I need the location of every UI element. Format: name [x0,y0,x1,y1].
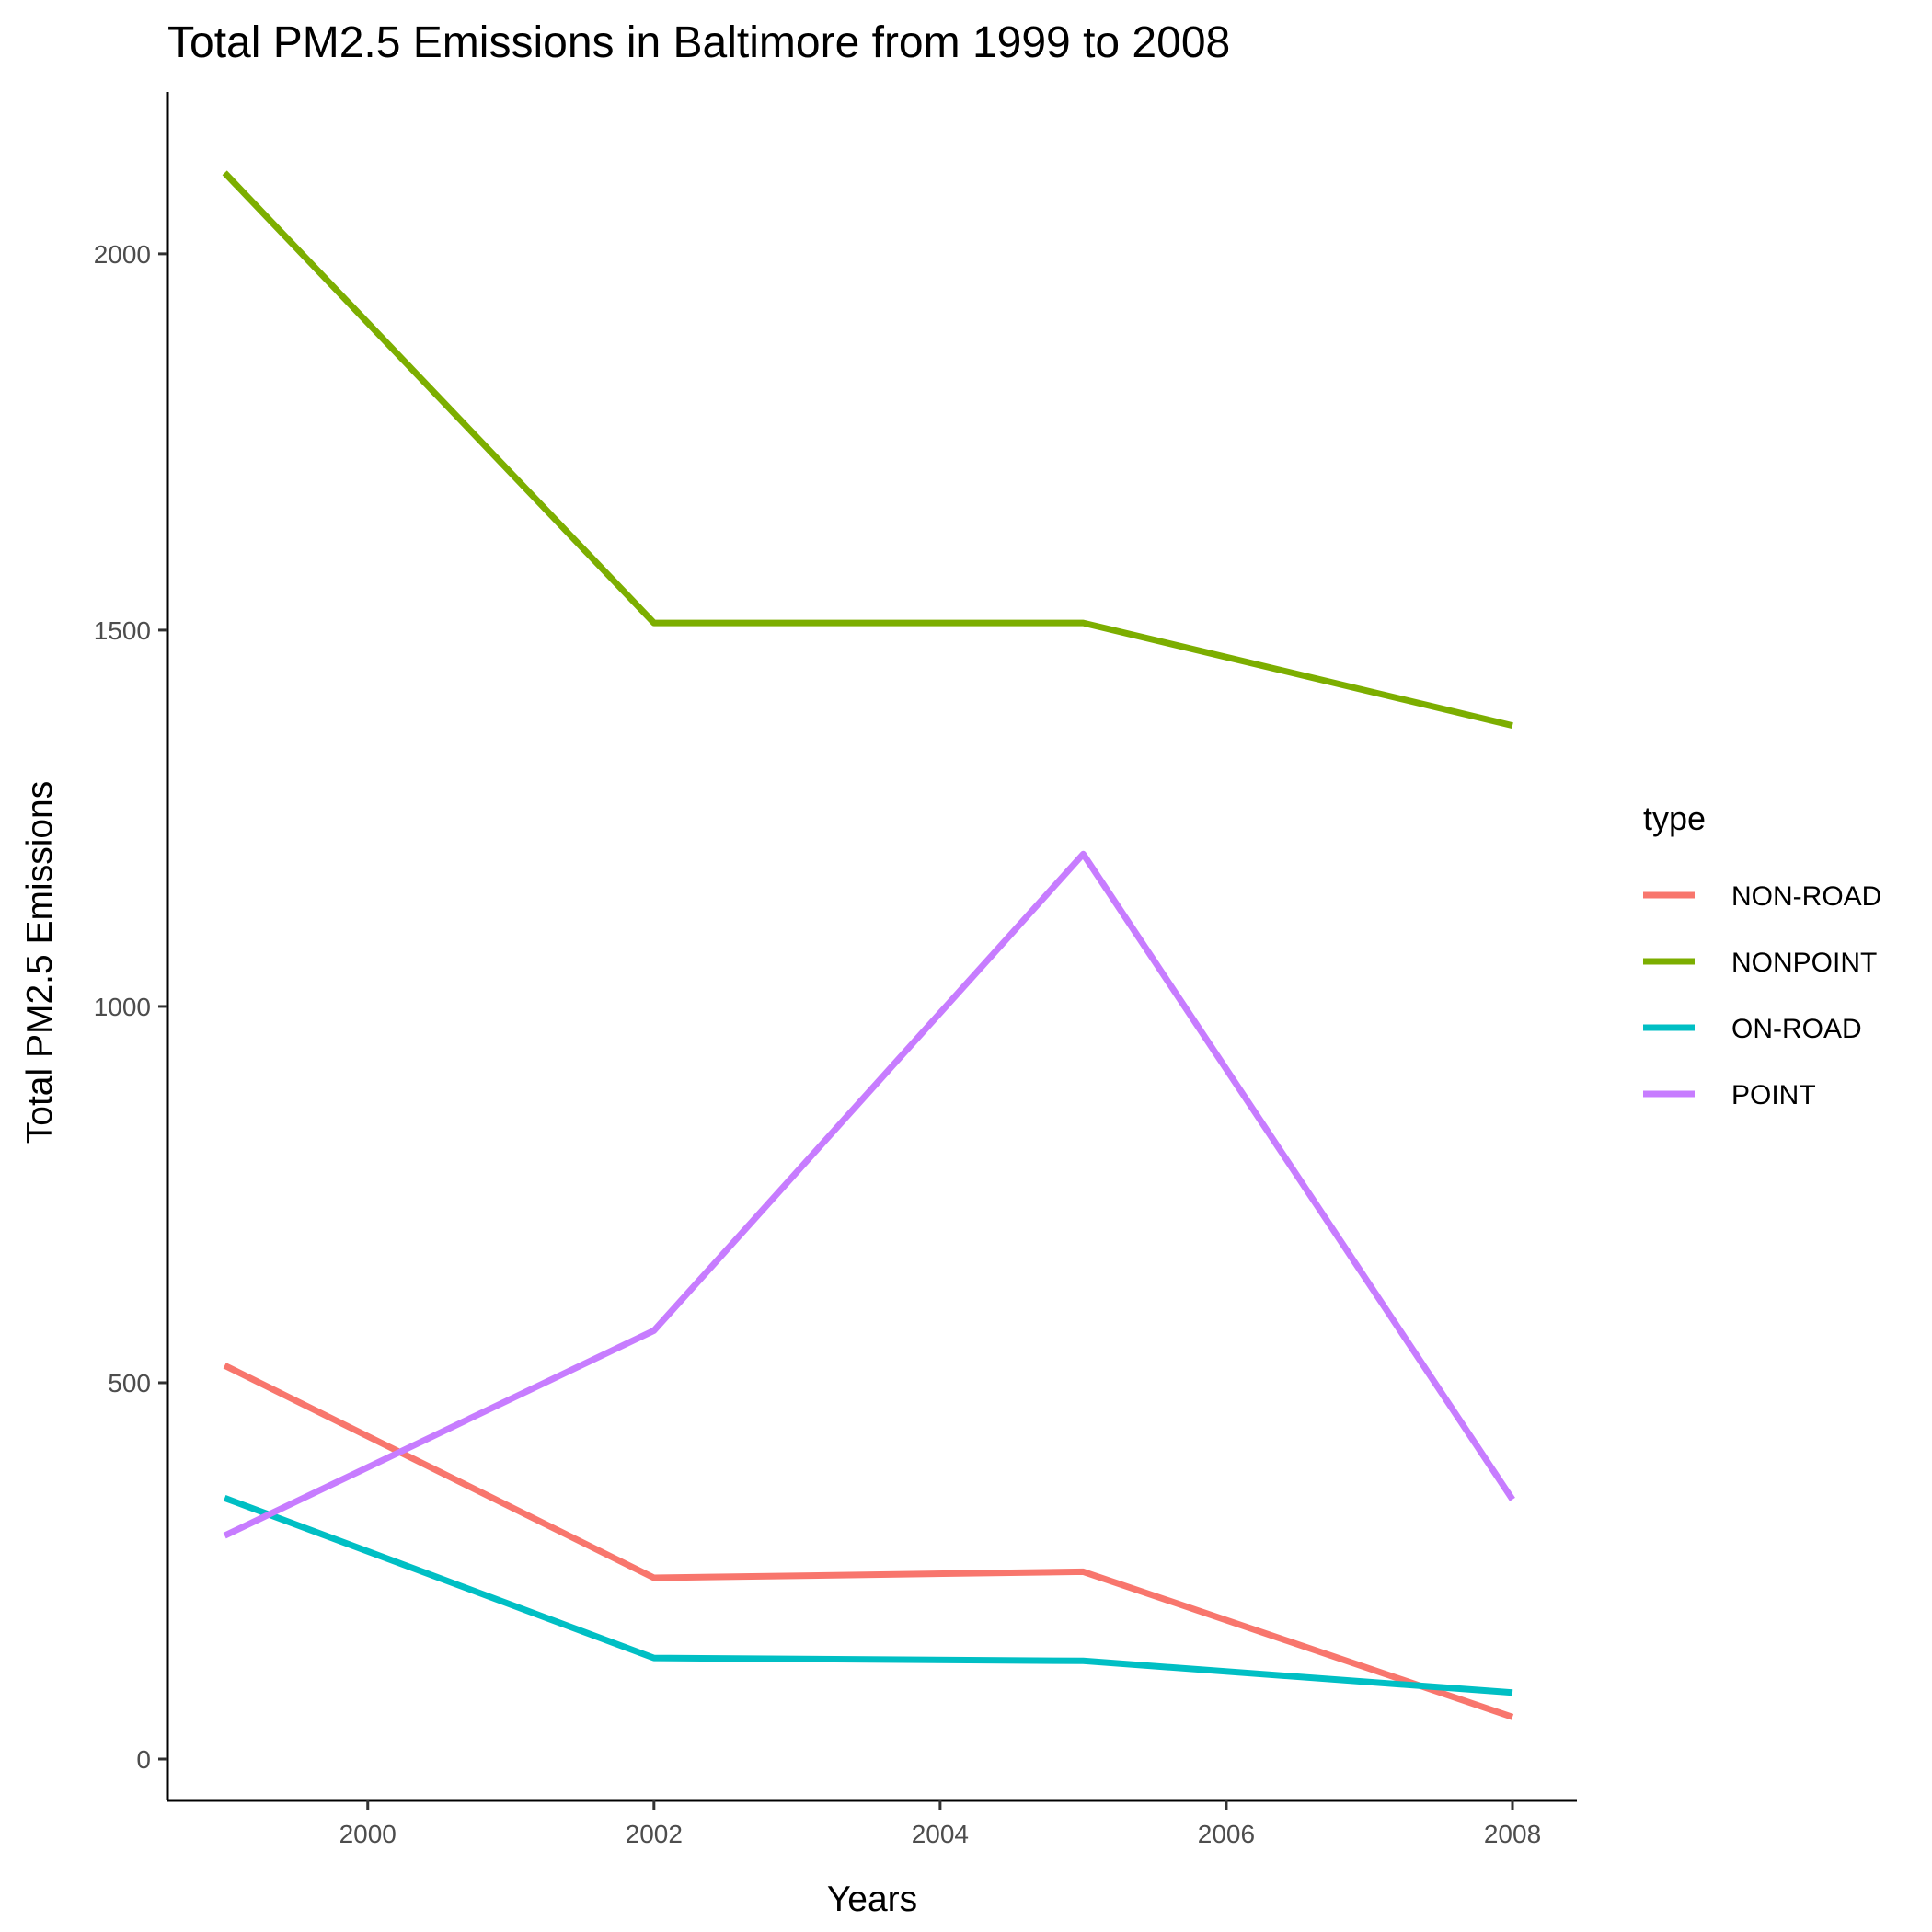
axes-layer [166,92,1577,1802]
x-tick-label: 2000 [339,1820,397,1848]
y-tick-label: 2000 [94,240,151,269]
x-tick-label: 2002 [626,1820,683,1848]
x-ticks: 2000 2002 2004 2006 2008 [339,1800,1541,1848]
legend-items: NON-ROAD NONPOINT ON-ROAD POINT [1643,881,1881,1110]
y-ticks: 0 500 1000 1500 2000 [94,240,167,1774]
x-tick-label: 2004 [912,1820,969,1848]
y-tick-label: 1500 [94,616,151,645]
x-tick-label: 2006 [1198,1820,1255,1848]
x-axis-label: Years [827,1880,917,1919]
legend-label-nonpoint: NONPOINT [1731,948,1877,978]
y-tick-label: 500 [108,1369,151,1397]
y-axis-label: Total PM2.5 Emissions [20,781,60,1144]
y-tick-label: 1000 [94,993,151,1021]
x-tick-label: 2008 [1484,1820,1541,1848]
series-line-non-road [223,1363,1514,1720]
legend-label-on-road: ON-ROAD [1731,1014,1862,1044]
legend: type NON-ROAD NONPOINT ON-ROAD POINT [1643,799,1881,1110]
legend-title: type [1643,799,1706,837]
series-line-point [223,850,1515,1539]
y-tick-label: 0 [136,1745,151,1774]
legend-label-non-road: NON-ROAD [1731,881,1881,912]
legend-label-point: POINT [1731,1080,1816,1110]
chart-title: Total PM2.5 Emissions in Baltimore from … [167,18,1230,67]
series-line-nonpoint [222,170,1513,730]
series-layer [222,170,1515,1720]
series-line-on-road [223,1495,1513,1696]
